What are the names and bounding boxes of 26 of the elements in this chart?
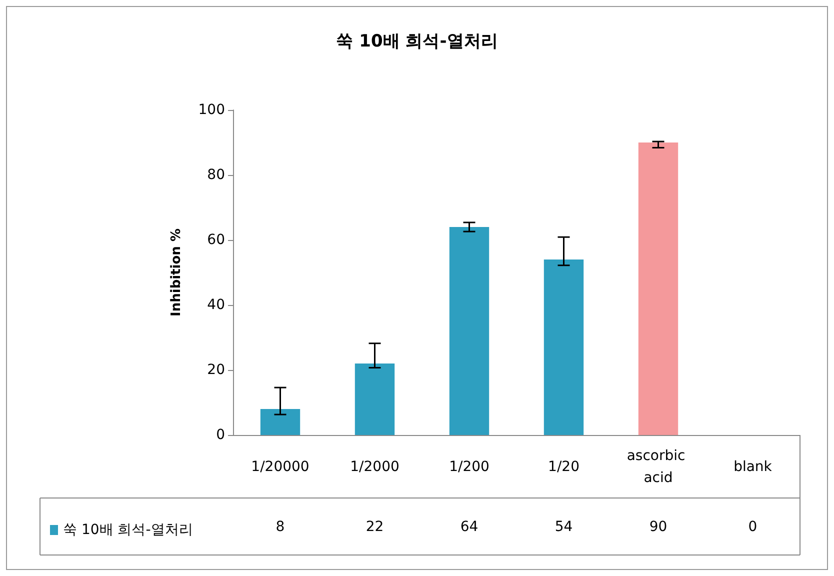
x-tick-label: 1/2000 — [350, 459, 400, 475]
y-tick-label: 80 — [207, 167, 225, 183]
y-tick-label: 60 — [207, 232, 225, 248]
bar — [544, 260, 584, 435]
y-tick-label: 0 — [216, 427, 225, 443]
bar — [638, 142, 678, 435]
data-label: 0 — [748, 519, 758, 535]
x-tick-label: 1/200 — [449, 459, 490, 475]
y-axis-title: Inhibition % — [169, 228, 184, 316]
legend-label: 쑥 10배 희석-열처리 — [63, 522, 193, 538]
y-tick-label: 40 — [207, 297, 225, 313]
data-label: 64 — [460, 519, 478, 535]
bar — [449, 227, 490, 435]
data-label: 22 — [366, 519, 384, 535]
x-tick-label: blank — [734, 459, 773, 475]
data-label: 54 — [554, 519, 573, 535]
chart-title: 쑥 10배 희석-열처리 — [336, 32, 498, 52]
bar — [354, 364, 395, 435]
bar — [260, 409, 300, 435]
y-tick-label: 20 — [207, 362, 225, 378]
x-tick-label: 1/20 — [548, 459, 580, 475]
data-label: 90 — [649, 519, 668, 535]
y-tick-label: 100 — [198, 102, 225, 118]
data-label: 8 — [276, 519, 285, 535]
x-tick-label: 1/20000 — [251, 459, 310, 475]
x-tick-label: ascorbic acid — [626, 448, 690, 486]
